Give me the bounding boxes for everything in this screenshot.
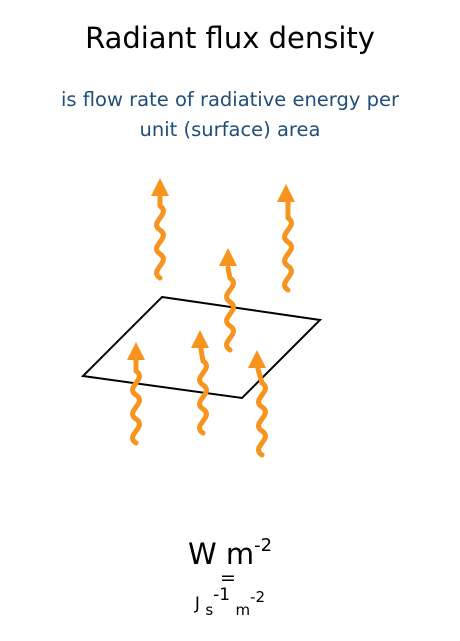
wavy-arrow-icon [127, 342, 145, 446]
wavy-arrow-icon [277, 184, 295, 293]
unit-m: m [235, 601, 251, 619]
wavy-arrow-icon [248, 350, 268, 458]
unit-base: W m [187, 537, 255, 571]
unit-s: s [205, 601, 214, 619]
wavy-arrow-icon [191, 330, 209, 436]
wavy-arrow-icon [219, 248, 237, 353]
subtitle-line-2: unit (surface) area [139, 118, 321, 141]
unit-s-exponent: -1 [213, 585, 231, 605]
unit-m-exponent: -2 [250, 588, 266, 606]
unit-j: J [194, 594, 200, 614]
unit-exponent: -2 [254, 535, 273, 556]
unit-joules-per-second-per-square-metre: J s-1 m-2 [0, 585, 460, 619]
subtitle-line-1: is flow rate of radiative energy per [61, 88, 399, 111]
equals-sign: = [220, 567, 236, 589]
wavy-arrow-icon [151, 178, 169, 281]
slide-title: Radiant flux density [85, 21, 375, 55]
unit-watts-per-square-metre: W m-2 [0, 528, 460, 572]
